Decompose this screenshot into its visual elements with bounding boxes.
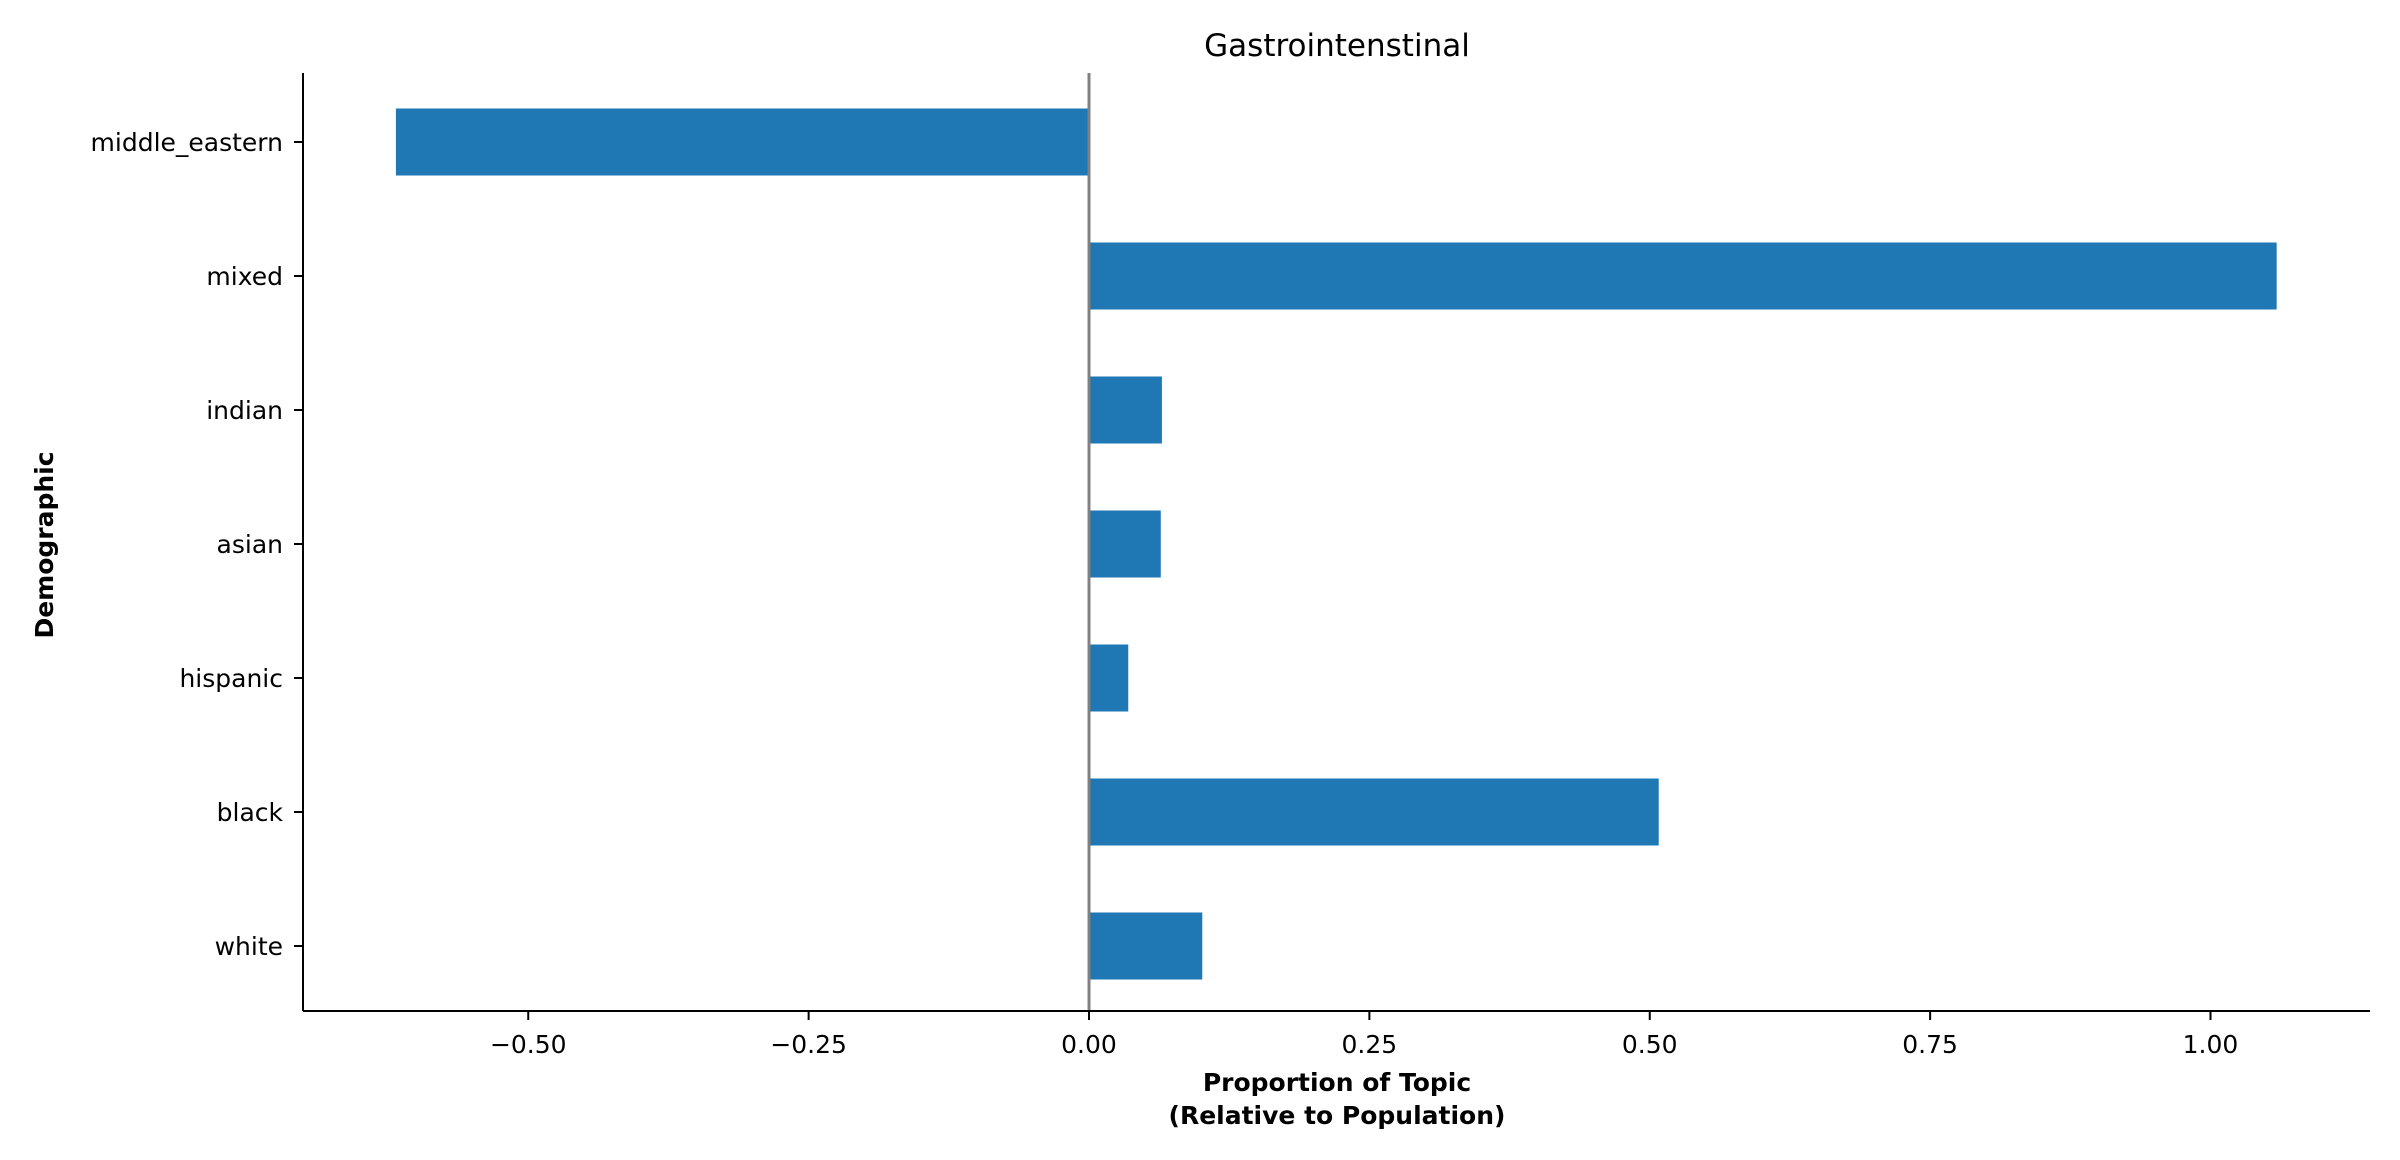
bar-indian <box>1089 376 1162 444</box>
x-tick-label: −0.50 <box>490 1030 567 1059</box>
x-axis-label-line-2: (Relative to Population) <box>1169 1101 1506 1130</box>
bars-group <box>395 108 2277 980</box>
bar-mixed <box>1089 242 2277 310</box>
x-tick-label: 0.75 <box>1902 1030 1958 1059</box>
bar-asian <box>1089 510 1161 578</box>
bar-black <box>1089 778 1659 846</box>
x-axis-label-line-1: Proportion of Topic <box>1203 1068 1471 1097</box>
x-ticks-group: −0.50 −0.25 0.00 0.25 0.50 0.75 1.00 <box>490 1011 2238 1059</box>
y-tick-label: mixed <box>206 262 283 291</box>
bar-white <box>1089 912 1203 980</box>
y-axis-label: Demographic <box>30 451 59 638</box>
x-tick-label: −0.25 <box>770 1030 847 1059</box>
y-tick-label: black <box>217 798 284 827</box>
bar-middle-eastern <box>395 108 1090 176</box>
x-tick-label: 0.50 <box>1622 1030 1678 1059</box>
y-tick-label: indian <box>206 396 283 425</box>
chart-title: Gastrointenstinal <box>1204 28 1470 64</box>
bar-hispanic <box>1089 644 1129 712</box>
y-tick-label: asian <box>217 530 283 559</box>
x-tick-label: 0.25 <box>1342 1030 1398 1059</box>
x-tick-label: 0.00 <box>1061 1030 1117 1059</box>
y-tick-label: hispanic <box>179 664 283 693</box>
y-ticks-group: white black hispanic asian indian mixed middle… <box>91 128 303 961</box>
y-tick-label: middle_eastern <box>91 128 283 157</box>
x-tick-label: 1.00 <box>2183 1030 2239 1059</box>
y-tick-label: white <box>215 932 283 961</box>
